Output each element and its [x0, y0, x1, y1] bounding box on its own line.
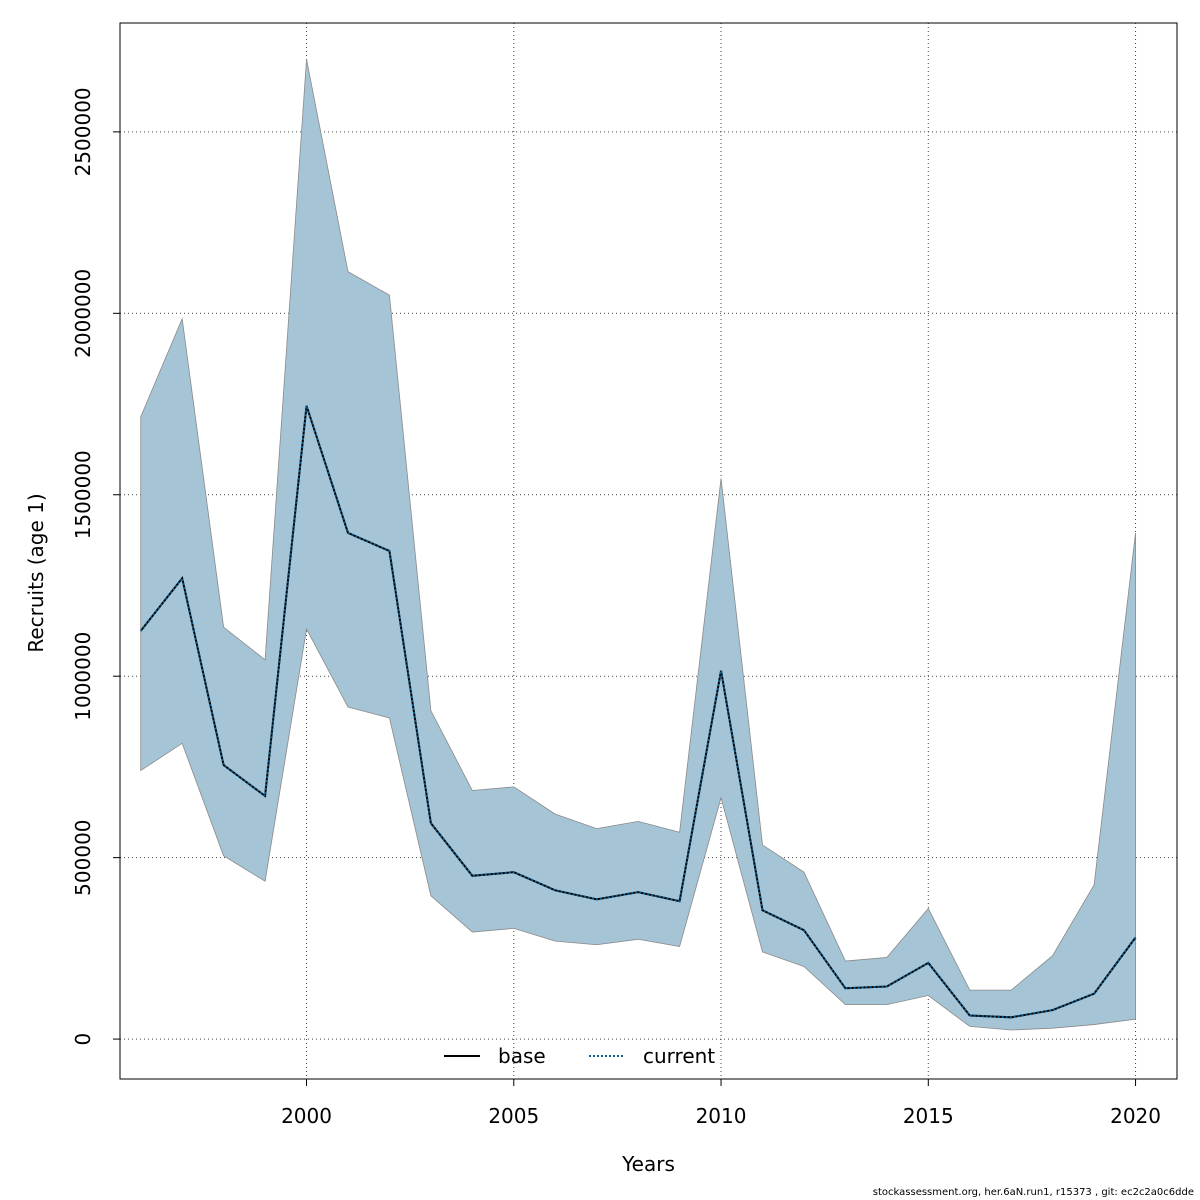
legend-label-current: current	[643, 1044, 715, 1068]
legend-label-base: base	[498, 1044, 546, 1068]
y-tick-label: 500000	[71, 819, 95, 895]
y-tick-label: 1000000	[71, 632, 95, 721]
plot-frame	[119, 22, 1178, 1080]
footer-credit: stockassessment.org, her.6aN.run1, r1537…	[872, 1187, 1194, 1198]
x-tick-label: 2015	[903, 1104, 954, 1128]
confidence-band-area	[140, 59, 1136, 1031]
x-tick-label: 2010	[696, 1104, 747, 1128]
y-axis-title: Recruits (age 1)	[24, 493, 48, 652]
legend: base current	[444, 1044, 715, 1068]
x-tick-label: 2000	[281, 1104, 332, 1128]
series-lines	[139, 405, 1137, 1019]
x-axis-title: Years	[621, 1152, 675, 1176]
confidence-band	[140, 59, 1136, 1031]
x-tick-label: 2005	[488, 1104, 539, 1128]
axes: 2000 2005 2010 2015 2020 0 500000 1000000 150000…	[71, 87, 1161, 1128]
y-tick-label: 1500000	[71, 450, 95, 539]
y-tick-label: 2500000	[71, 87, 95, 176]
y-tick-label: 0	[71, 1033, 95, 1046]
series-line-current	[139, 405, 1137, 1019]
y-tick-label: 2000000	[71, 269, 95, 358]
x-tick-label: 2020	[1110, 1104, 1161, 1128]
